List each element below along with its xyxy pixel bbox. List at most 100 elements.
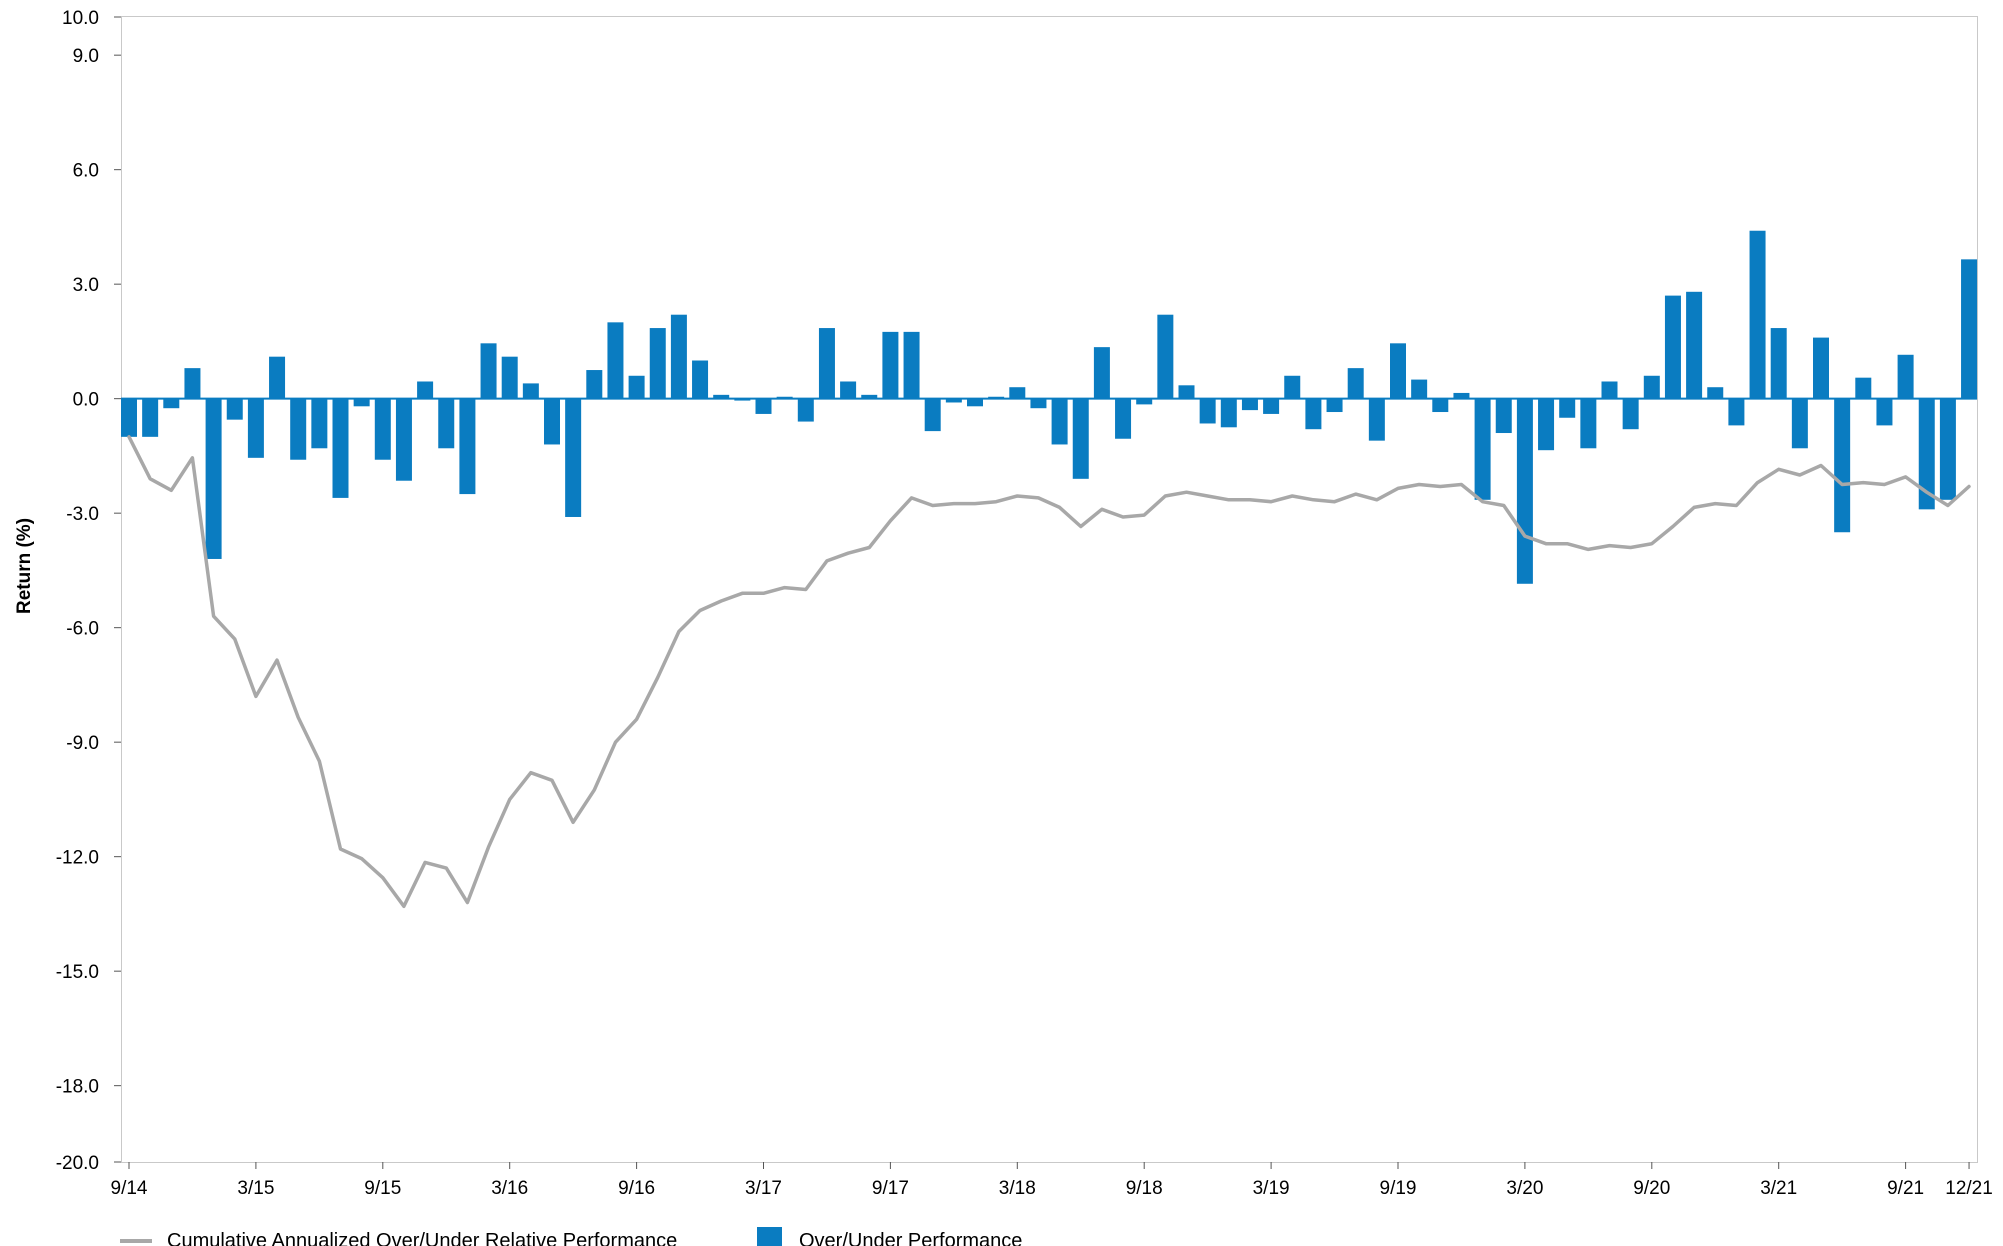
bar (1707, 387, 1724, 399)
bar (586, 370, 603, 399)
x-tick-label: 9/21 (1887, 1178, 1924, 1199)
bar (649, 328, 666, 399)
y-axis-label: Return (%) (14, 518, 35, 614)
bar (692, 360, 709, 399)
x-tick-label: 3/19 (1253, 1178, 1290, 1199)
bar (945, 398, 962, 403)
y-tick-label: 10.0 (62, 8, 99, 29)
bar (1030, 398, 1047, 409)
bar (1961, 259, 1978, 399)
y-tick-label: 0.0 (73, 390, 99, 411)
bar (1664, 295, 1681, 399)
bar (924, 398, 941, 432)
bar (1834, 398, 1851, 533)
legend-line-label: Cumulative Annualized Over/Under Relativ… (167, 1230, 677, 1246)
bar (903, 331, 920, 399)
x-tick-label: 9/14 (111, 1178, 148, 1199)
bar-series (121, 230, 1978, 584)
bar (395, 398, 412, 481)
y-tick-label: -15.0 (56, 962, 99, 983)
plot-frame (121, 16, 1978, 1163)
bar (480, 343, 497, 399)
bar (121, 398, 137, 437)
bar (1347, 368, 1364, 399)
y-tick-label: -9.0 (66, 733, 99, 754)
bar (861, 394, 878, 399)
bar (1093, 347, 1110, 399)
x-tick-label: 12/21 (1945, 1178, 1993, 1199)
bar (1580, 398, 1597, 449)
bar (522, 383, 539, 399)
bar (438, 398, 455, 449)
x-tick-label: 9/20 (1633, 1178, 1670, 1199)
x-tick-label: 3/16 (491, 1178, 528, 1199)
y-tick-label: -12.0 (56, 848, 99, 869)
legend: Cumulative Annualized Over/Under Relativ… (120, 1227, 1022, 1246)
bar (1411, 379, 1428, 399)
y-tick-label: 6.0 (73, 161, 99, 182)
bar (1538, 398, 1555, 451)
bar (1115, 398, 1132, 439)
bar (1855, 377, 1872, 399)
bar (713, 394, 730, 399)
bar (1432, 398, 1449, 413)
bar (1749, 230, 1766, 399)
bar (205, 398, 222, 559)
bar (670, 314, 687, 399)
bar (1051, 398, 1068, 445)
bar (797, 398, 814, 422)
bar (1516, 398, 1533, 584)
bar (1728, 398, 1745, 426)
bar (565, 398, 582, 517)
bar (142, 398, 159, 437)
bar (607, 322, 624, 399)
cumulative-line (127, 435, 1971, 909)
bar (1643, 375, 1660, 399)
bar (247, 398, 264, 458)
bar (353, 398, 370, 407)
bar (1897, 354, 1914, 399)
bar (1601, 381, 1618, 399)
bar (163, 398, 180, 409)
bar (1686, 291, 1703, 399)
y-axis-ticks: 10.0 9.0 6.0 3.0 0.0 -3.0 -6.0 -9.0 -12.0 -15.0 -1… (56, 8, 121, 1174)
bar (1178, 385, 1195, 399)
bar (1284, 375, 1301, 399)
bar (1157, 314, 1174, 399)
y-tick-label: -3.0 (66, 504, 99, 525)
bar (628, 375, 645, 399)
legend-bar-label: Over/Under Performance (799, 1230, 1022, 1246)
bar (1939, 398, 1956, 500)
bar (374, 398, 391, 460)
x-tick-label: 9/16 (618, 1178, 655, 1199)
y-tick-label: -6.0 (66, 619, 99, 640)
x-tick-label: 3/20 (1506, 1178, 1543, 1199)
bar (1220, 398, 1237, 428)
bar (459, 398, 476, 495)
bar (184, 368, 201, 399)
bar (1072, 398, 1089, 479)
bar (1390, 343, 1406, 399)
bar (882, 331, 899, 399)
bar (967, 398, 983, 407)
bar (1453, 392, 1470, 399)
bar (1770, 328, 1787, 399)
x-axis-ticks: 9/14 3/15 9/15 3/16 9/16 3/17 9/17 3/18 9/18 3/19… (111, 1162, 1993, 1199)
x-tick-label: 9/17 (872, 1178, 909, 1199)
bar (226, 398, 243, 420)
bar (1813, 337, 1829, 399)
bar (1622, 398, 1639, 430)
bar (755, 398, 772, 414)
bar (417, 381, 434, 399)
bar (1136, 398, 1153, 405)
x-tick-label: 9/19 (1380, 1178, 1417, 1199)
bar (1305, 398, 1322, 430)
bar (1241, 398, 1258, 411)
bar (311, 398, 328, 449)
x-tick-label: 3/18 (999, 1178, 1036, 1199)
bar (1876, 398, 1893, 426)
bar (1368, 398, 1385, 441)
legend-bar-swatch (757, 1227, 782, 1246)
bar (332, 398, 349, 498)
bar (840, 381, 857, 399)
